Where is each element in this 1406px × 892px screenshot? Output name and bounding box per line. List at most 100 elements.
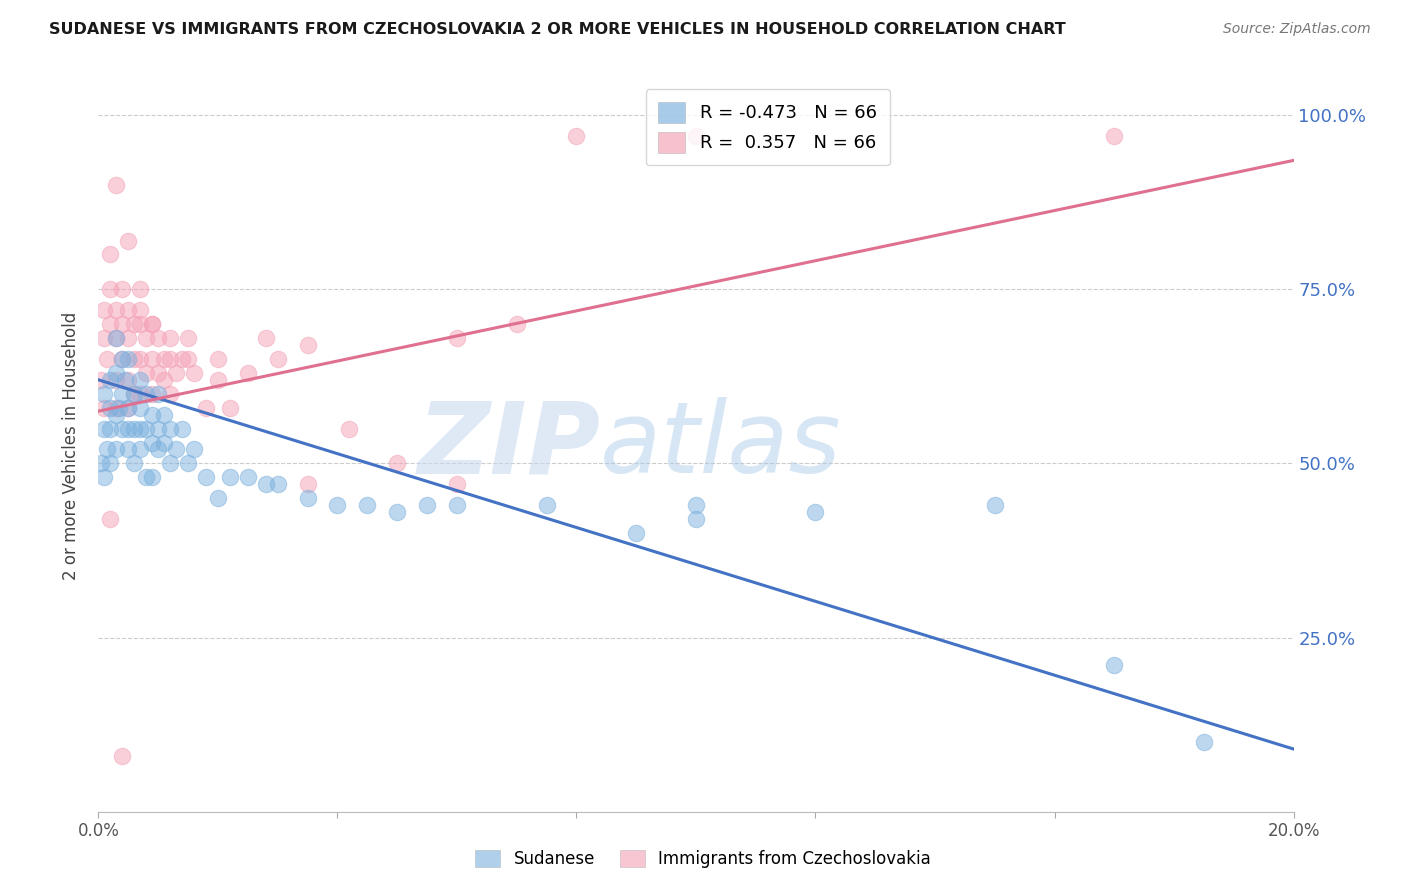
Point: [159, 331, 181, 345]
Point: [98, 247, 122, 261]
Point: [195, 470, 218, 484]
Point: [416, 498, 439, 512]
Point: [356, 498, 378, 512]
Point: [326, 498, 349, 512]
Point: [111, 317, 134, 331]
Text: ZIP: ZIP: [418, 398, 600, 494]
Point: [90, 457, 112, 471]
Point: [135, 421, 157, 435]
Point: [129, 351, 152, 366]
Point: [117, 373, 139, 387]
Point: [105, 373, 128, 387]
Point: [254, 477, 277, 491]
Point: [141, 351, 163, 366]
Point: [172, 351, 194, 366]
Point: [111, 351, 134, 366]
Point: [105, 442, 128, 457]
Point: [446, 498, 468, 512]
Point: [385, 457, 409, 471]
Point: [506, 317, 529, 331]
Point: [105, 408, 128, 422]
Point: [129, 421, 152, 435]
Point: [148, 386, 170, 401]
Point: [105, 366, 128, 380]
Point: [93, 470, 115, 484]
Point: [254, 331, 277, 345]
Point: [219, 470, 242, 484]
Point: [117, 401, 139, 415]
Point: [177, 457, 200, 471]
Point: [98, 421, 122, 435]
Point: [804, 505, 827, 519]
Point: [98, 317, 122, 331]
Point: [105, 331, 128, 345]
Point: [236, 470, 259, 484]
Point: [96, 351, 118, 366]
Text: SUDANESE VS IMMIGRANTS FROM CZECHOSLOVAKIA 2 OR MORE VEHICLES IN HOUSEHOLD CORRE: SUDANESE VS IMMIGRANTS FROM CZECHOSLOVAK…: [49, 22, 1066, 37]
Y-axis label: 2 or more Vehicles in Household: 2 or more Vehicles in Household: [62, 312, 80, 580]
Point: [111, 282, 134, 296]
Point: [90, 373, 112, 387]
Point: [141, 470, 163, 484]
Point: [297, 338, 319, 352]
Point: [1104, 128, 1126, 143]
Point: [96, 442, 118, 457]
Point: [148, 366, 170, 380]
Point: [148, 442, 170, 457]
Point: [135, 366, 157, 380]
Point: [129, 303, 152, 318]
Point: [98, 282, 122, 296]
Point: [183, 366, 205, 380]
Point: [129, 386, 152, 401]
Point: [124, 317, 146, 331]
Point: [159, 351, 181, 366]
Point: [207, 373, 229, 387]
Point: [124, 457, 146, 471]
Point: [177, 351, 200, 366]
Point: [153, 351, 176, 366]
Point: [93, 386, 115, 401]
Point: [124, 386, 146, 401]
Point: [117, 234, 139, 248]
Text: atlas: atlas: [600, 398, 842, 494]
Point: [117, 401, 139, 415]
Point: [124, 386, 146, 401]
Point: [135, 386, 157, 401]
Point: [105, 178, 128, 192]
Point: [117, 421, 139, 435]
Point: [129, 373, 152, 387]
Point: [207, 351, 229, 366]
Point: [165, 366, 187, 380]
Point: [159, 386, 181, 401]
Point: [105, 303, 128, 318]
Point: [141, 317, 163, 331]
Point: [339, 421, 361, 435]
Point: [267, 351, 290, 366]
Point: [98, 373, 122, 387]
Point: [129, 401, 152, 415]
Point: [124, 351, 146, 366]
Point: [1104, 658, 1126, 673]
Point: [153, 435, 176, 450]
Text: Source: ZipAtlas.com: Source: ZipAtlas.com: [1223, 22, 1371, 37]
Point: [129, 317, 152, 331]
Point: [135, 331, 157, 345]
Point: [177, 331, 200, 345]
Point: [117, 442, 139, 457]
Point: [148, 421, 170, 435]
Point: [111, 421, 134, 435]
Point: [1192, 735, 1215, 749]
Point: [183, 442, 205, 457]
Point: [446, 331, 468, 345]
Point: [565, 128, 588, 143]
Point: [117, 331, 139, 345]
Point: [105, 401, 128, 415]
Point: [111, 749, 134, 764]
Legend: Sudanese, Immigrants from Czechoslovakia: Sudanese, Immigrants from Czechoslovakia: [468, 843, 938, 875]
Point: [129, 282, 152, 296]
Legend: R = -0.473   N = 66, R =  0.357   N = 66: R = -0.473 N = 66, R = 0.357 N = 66: [645, 89, 890, 165]
Point: [114, 373, 136, 387]
Point: [195, 401, 218, 415]
Point: [141, 386, 163, 401]
Point: [117, 303, 139, 318]
